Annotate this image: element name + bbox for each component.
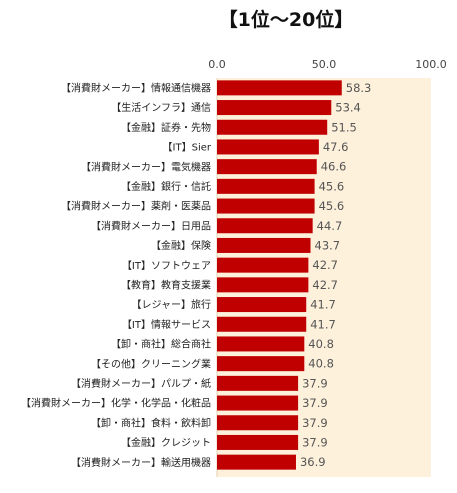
category-label: 【消費財メーカー】化学・化学品・化粧品: [21, 397, 211, 410]
bar: [217, 454, 296, 470]
category-label: 【生活インフラ】通信: [111, 101, 211, 114]
data-label: 36.9: [300, 455, 326, 469]
category-label: 【IT】Sier: [163, 142, 212, 154]
category-label: 【IT】情報サービス: [122, 318, 211, 331]
bars: 【消費財メーカー】情報通信機器 58.3 【生活インフラ】通信 53.4 【金融】証券・…: [21, 80, 372, 470]
chart-title: 【1位〜20位】: [219, 8, 354, 31]
category-label: 【消費財メーカー】パルプ・紙: [71, 377, 211, 390]
data-label: 37.9: [302, 416, 328, 430]
x-tick-label: 100.0: [415, 58, 447, 71]
bar: [217, 297, 307, 313]
bar: [217, 100, 332, 116]
category-label: 【教育】教育支援業: [121, 278, 211, 291]
bar: [217, 434, 299, 450]
category-label: 【IT】ソフトウェア: [122, 260, 211, 272]
bar: [217, 356, 305, 372]
data-label: 42.7: [312, 278, 338, 292]
data-label: 53.4: [335, 101, 361, 115]
x-tick-label: 0.0: [208, 58, 226, 71]
data-label: 43.7: [315, 238, 341, 252]
bar: [217, 375, 299, 391]
category-label: 【金融】証券・先物: [121, 121, 211, 134]
bar: [217, 80, 342, 96]
data-label: 42.7: [312, 258, 338, 272]
data-label: 37.9: [302, 376, 328, 390]
data-label: 41.7: [310, 298, 336, 312]
bar: [217, 218, 313, 234]
bar: [217, 178, 315, 194]
data-label: 37.9: [302, 396, 328, 410]
category-label: 【卸・商社】食料・飲料卸: [91, 416, 211, 429]
data-label: 45.6: [319, 179, 345, 193]
data-label: 47.6: [323, 140, 349, 154]
bar: [217, 139, 319, 155]
category-label: 【消費財メーカー】日用品: [91, 219, 211, 232]
bar: [217, 237, 311, 253]
bar: [217, 336, 305, 352]
category-label: 【消費財メーカー】輸送用機器: [71, 456, 211, 469]
data-label: 51.5: [331, 120, 357, 134]
category-label: 【その他】クリーニング業: [91, 357, 211, 370]
bar: [217, 159, 317, 175]
category-label: 【レジャー】旅行: [132, 298, 212, 311]
category-label: 【金融】保険: [151, 239, 211, 252]
x-tick-label: 50.0: [312, 58, 337, 71]
data-label: 40.8: [308, 337, 334, 351]
category-label: 【消費財メーカー】薬剤・医薬品: [61, 200, 211, 213]
data-label: 40.8: [308, 357, 334, 371]
data-label: 41.7: [310, 317, 336, 331]
bar: [217, 415, 299, 431]
category-label: 【金融】クレジット: [121, 436, 211, 449]
data-label: 45.6: [319, 199, 345, 213]
data-label: 37.9: [302, 435, 328, 449]
bar: [217, 119, 328, 135]
bar: [217, 257, 309, 273]
bar: [217, 277, 309, 293]
category-label: 【消費財メーカー】情報通信機器: [61, 81, 211, 94]
bar: [217, 316, 307, 332]
bar: [217, 395, 299, 411]
category-label: 【金融】銀行・信託: [121, 180, 211, 193]
category-label: 【卸・商社】総合商社: [111, 338, 211, 351]
data-label: 58.3: [346, 81, 372, 95]
data-label: 46.6: [321, 160, 347, 174]
category-label: 【消費財メーカー】電気機器: [81, 160, 211, 173]
data-label: 44.7: [317, 219, 343, 233]
bar: [217, 198, 315, 214]
